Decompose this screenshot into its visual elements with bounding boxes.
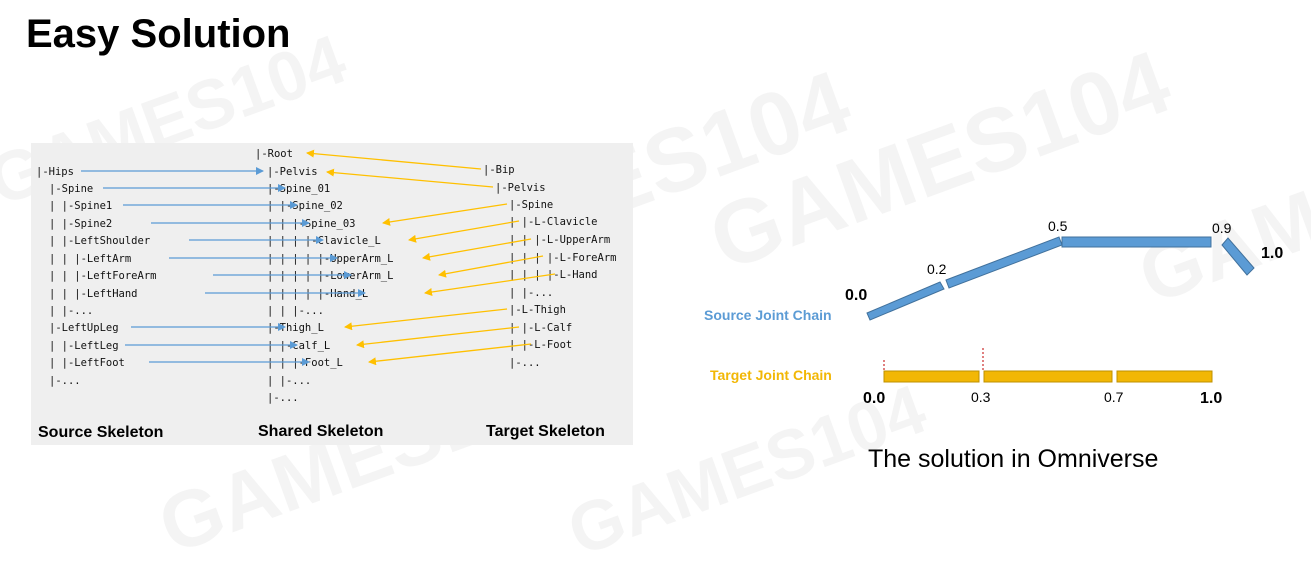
shared-joint: | | | | |-UpperArm_L bbox=[267, 253, 393, 265]
target-skeleton-tree: |-Bip |-Pelvis |-Spine | |-L-Clavicle | … bbox=[483, 164, 616, 369]
shared-joint: |-Root bbox=[255, 148, 293, 160]
target-chain-segment bbox=[1116, 370, 1213, 383]
source-joint-chain bbox=[866, 236, 1255, 321]
target-joint: | | | |-L-ForeArm bbox=[509, 252, 616, 264]
source-joint: | |-LeftShoulder bbox=[49, 235, 150, 247]
shared-joint: | |-Spine_02 bbox=[267, 200, 343, 212]
source-joint: | | |-LeftArm bbox=[49, 253, 131, 265]
source-joint: |-Spine bbox=[49, 183, 93, 195]
target-split-markers bbox=[883, 348, 984, 370]
shared-joint: |-Spine_01 bbox=[267, 183, 330, 195]
source-chain-label: Source Joint Chain bbox=[704, 307, 832, 323]
source-joint: | |-LeftFoot bbox=[49, 357, 125, 369]
target-value: 0.7 bbox=[1104, 389, 1124, 405]
shared-skeleton-tree: |-Root |-Pelvis |-Spine_01 | |-Spine_02 … bbox=[255, 148, 393, 404]
mapping-arrow bbox=[382, 203, 508, 226]
source-skeleton-tree: |-Hips |-Spine | |-Spine1 | |-Spine2 | |… bbox=[36, 166, 156, 387]
skeleton-mapping-svg: |-Hips |-Spine | |-Spine1 | |-Spine2 | |… bbox=[36, 148, 616, 441]
target-chain-label: Target Joint Chain bbox=[710, 367, 832, 383]
target-skeleton-title: Target Skeleton bbox=[486, 423, 605, 440]
shared-joint: |-Pelvis bbox=[267, 166, 318, 178]
target-to-shared-arrows bbox=[306, 149, 556, 366]
shared-skeleton-title: Shared Skeleton bbox=[258, 423, 383, 440]
source-value: 1.0 bbox=[1261, 245, 1283, 262]
source-joint: |-Hips bbox=[36, 166, 74, 178]
mapping-arrow bbox=[356, 326, 520, 349]
target-joint: |-Bip bbox=[483, 164, 515, 176]
source-joint: |-LeftUpLeg bbox=[49, 322, 119, 334]
shared-joint: | | |-... bbox=[267, 305, 324, 317]
target-joint: | | |-L-UpperArm bbox=[509, 234, 610, 246]
mapping-arrow bbox=[368, 343, 532, 366]
omniverse-caption: The solution in Omniverse bbox=[868, 445, 1159, 473]
mapping-arrow bbox=[326, 168, 494, 188]
target-joint: |-Pelvis bbox=[495, 182, 546, 194]
mapping-arrow bbox=[344, 308, 508, 331]
shared-joint: |-Thigh_L bbox=[267, 322, 324, 334]
target-joint: |-L-Thigh bbox=[509, 304, 566, 316]
source-value: 0.5 bbox=[1048, 218, 1068, 234]
shared-joint: | | | | |-LowerArm_L bbox=[267, 270, 393, 282]
target-joint: | |-L-Foot bbox=[509, 339, 572, 351]
target-value: 1.0 bbox=[1200, 390, 1222, 407]
source-to-shared-arrows bbox=[81, 167, 366, 366]
source-skeleton-title: Source Skeleton bbox=[38, 424, 163, 441]
shared-joint: |-... bbox=[267, 392, 299, 404]
target-joint: |-Spine bbox=[509, 199, 553, 211]
skeleton-mapping-panel: |-Hips |-Spine | |-Spine1 | |-Spine2 | |… bbox=[31, 143, 633, 445]
shared-joint: | | |-Foot_L bbox=[267, 357, 343, 369]
mapping-arrow bbox=[438, 255, 544, 278]
mapping-arrow bbox=[408, 220, 520, 243]
joint-chain-svg: Source Joint Chain Target Joint Chain 0.… bbox=[704, 218, 1283, 407]
target-chain-segment bbox=[983, 370, 1113, 383]
mapping-arrow bbox=[306, 149, 482, 170]
source-joint: | | |-LeftHand bbox=[49, 288, 138, 300]
target-chain-segment bbox=[883, 370, 980, 383]
target-joint: | |-L-Calf bbox=[509, 322, 572, 334]
target-value: 0.0 bbox=[863, 390, 885, 407]
source-joint: | |-Spine1 bbox=[49, 200, 112, 212]
mapping-arrow bbox=[422, 238, 532, 261]
target-joint: | |-... bbox=[509, 287, 553, 299]
target-joint-chain bbox=[883, 370, 1213, 383]
target-joint: | |-L-Clavicle bbox=[509, 216, 598, 228]
shared-joint: | |-... bbox=[267, 375, 311, 387]
source-value: 0.9 bbox=[1212, 220, 1232, 236]
shared-joint: | | | | |-Hand_L bbox=[267, 288, 368, 300]
source-value: 0.0 bbox=[845, 287, 867, 304]
source-joint: | |-... bbox=[49, 305, 93, 317]
shared-joint: | |-Calf_L bbox=[267, 340, 330, 352]
shared-joint: | | |-Spine_03 bbox=[267, 218, 356, 230]
source-joint: | |-LeftLeg bbox=[49, 340, 119, 352]
source-joint: | |-Spine2 bbox=[49, 218, 112, 230]
source-value: 0.2 bbox=[927, 261, 947, 277]
source-chain-segment bbox=[1221, 237, 1255, 276]
source-chain-segment bbox=[866, 281, 945, 321]
source-joint: | | |-LeftForeArm bbox=[49, 270, 156, 282]
mapping-arrow bbox=[424, 273, 556, 296]
source-chain-segment bbox=[945, 236, 1063, 289]
target-value: 0.3 bbox=[971, 389, 991, 405]
target-joint: |-... bbox=[509, 357, 541, 369]
shared-joint: | | | |-Clavicle_L bbox=[267, 235, 381, 247]
source-joint: |-... bbox=[49, 375, 81, 387]
page-title: Easy Solution bbox=[26, 12, 291, 56]
source-chain-segment bbox=[1061, 236, 1212, 248]
